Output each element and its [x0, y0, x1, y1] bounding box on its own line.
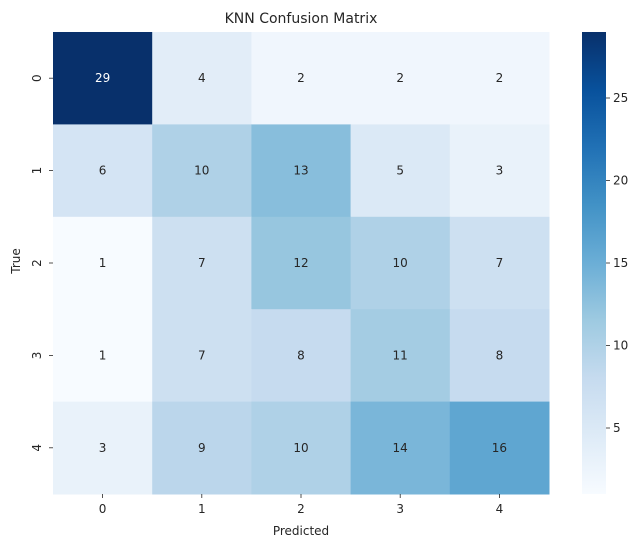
x-axis-ticks: 0 1 2 3 4: [99, 494, 503, 516]
heatmap-cell: [449, 401, 550, 495]
heatmap-cell: [251, 216, 352, 310]
cell-value-label: 8: [297, 348, 305, 362]
cell-value-label: 10: [293, 441, 308, 455]
colorbar-tick-label: 15: [613, 256, 628, 270]
cell-value-label: 10: [194, 164, 209, 178]
cell-value-label: 2: [297, 71, 305, 85]
heatmap-cell: [152, 124, 252, 218]
chart-title: KNN Confusion Matrix: [225, 11, 378, 27]
x-tick-label: 0: [99, 502, 107, 516]
colorbar-tick-label: 10: [613, 339, 628, 353]
heatmap-cell: [251, 124, 352, 218]
heatmap-cell: [350, 401, 451, 495]
cell-value-label: 4: [198, 71, 206, 85]
heatmap-cells: 29 4 2 2 2 6 10 13 5 3 1 7 12 10 7 1 7 8 11 8 3 9 10 14 16: [53, 32, 550, 495]
heatmap-cell: [152, 32, 252, 125]
heatmap-cell: [350, 32, 451, 125]
cell-value-label: 3: [99, 441, 107, 455]
y-tick-label: 2: [30, 259, 44, 267]
heatmap-cell: [53, 124, 153, 218]
heatmap-cell: [251, 401, 352, 495]
x-tick-label: 1: [198, 502, 206, 516]
y-tick-label: 1: [30, 167, 44, 175]
cell-value-label: 12: [293, 256, 308, 270]
heatmap-cell: [449, 32, 550, 125]
cell-value-label: 10: [393, 256, 408, 270]
y-tick-label: 0: [30, 74, 44, 82]
heatmap-cell: [251, 32, 352, 125]
cell-value-label: 7: [496, 256, 504, 270]
heatmap-cell: [53, 216, 153, 310]
cell-value-label: 6: [99, 164, 107, 178]
x-tick-label: 4: [496, 502, 504, 516]
cell-value-label: 2: [396, 71, 404, 85]
heatmap-cell: [449, 309, 550, 403]
heatmap-cell: [152, 309, 252, 403]
cell-value-label: 13: [293, 164, 308, 178]
heatmap-cell: [152, 216, 252, 310]
y-tick-label: 3: [30, 352, 44, 360]
y-tick-label: 4: [30, 444, 44, 452]
heatmap-cell: [449, 124, 550, 218]
cell-value-label: 3: [496, 164, 504, 178]
cell-value-label: 2: [496, 71, 504, 85]
cell-value-label: 7: [198, 256, 206, 270]
cell-value-label: 29: [95, 71, 110, 85]
cell-value-label: 5: [396, 164, 404, 178]
cell-value-label: 9: [198, 441, 206, 455]
cell-value-label: 1: [99, 348, 107, 362]
colorbar-ticks: 5 10 15 20 25: [606, 91, 628, 435]
heatmap-cell: [350, 216, 451, 310]
heatmap-cell: [251, 309, 352, 403]
x-tick-label: 2: [297, 502, 305, 516]
heatmap-cell: [53, 309, 153, 403]
heatmap-cell: [350, 309, 451, 403]
y-axis-ticks: 0 1 2 3 4: [30, 74, 53, 452]
colorbar: [582, 32, 606, 494]
heatmap-cell: [449, 216, 550, 310]
heatmap-cell: [152, 401, 252, 495]
cell-value-label: 11: [393, 348, 408, 362]
heatmap-cell: [350, 124, 451, 218]
colorbar-tick-label: 20: [613, 174, 628, 188]
y-axis-label: True: [9, 248, 23, 275]
colorbar-tick-label: 25: [613, 91, 628, 105]
heatmap-cell: [53, 32, 153, 125]
cell-value-label: 7: [198, 348, 206, 362]
cell-value-label: 1: [99, 256, 107, 270]
colorbar-tick-label: 5: [613, 421, 621, 435]
heatmap-cell: [53, 401, 153, 495]
x-axis-label: Predicted: [273, 524, 329, 538]
x-tick-label: 3: [396, 502, 404, 516]
cell-value-label: 16: [492, 441, 507, 455]
cell-value-label: 14: [393, 441, 408, 455]
cell-value-label: 8: [496, 348, 504, 362]
